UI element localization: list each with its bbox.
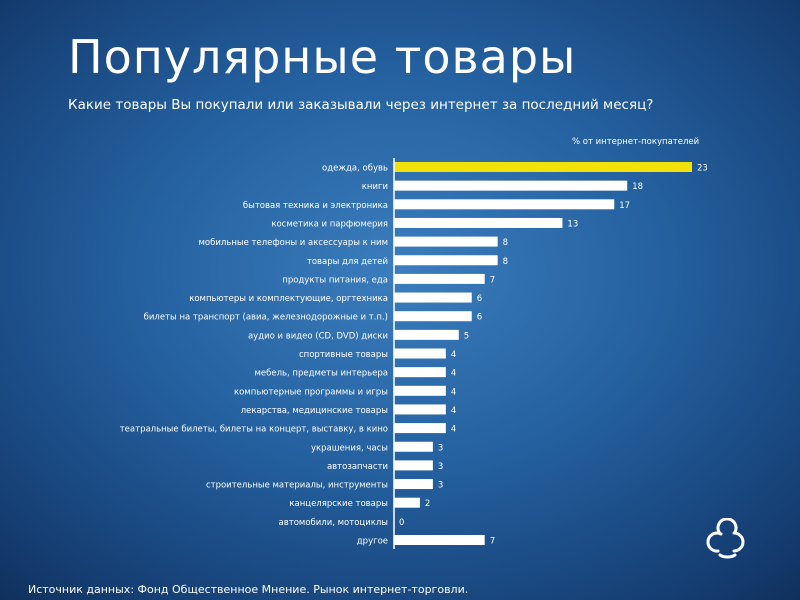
- bar: [394, 236, 498, 247]
- bar: [394, 404, 446, 415]
- category-label: компьютерные программы и игры: [234, 387, 388, 397]
- bar: [394, 441, 433, 452]
- bar: [394, 255, 498, 266]
- value-label: 3: [438, 462, 443, 472]
- category-label: мобильные телефоны и аксессуары к ним: [199, 238, 389, 248]
- bar: [394, 460, 433, 471]
- bar: [394, 479, 433, 490]
- value-label: 4: [451, 425, 456, 435]
- bar: [394, 292, 472, 303]
- category-label: автомобили, мотоциклы: [279, 518, 388, 528]
- bar: [394, 329, 459, 340]
- value-label: 7: [490, 537, 495, 547]
- category-label: аудио и видео (CD, DVD) диски: [248, 331, 388, 341]
- category-label: бытовая техника и электроника: [243, 201, 388, 211]
- category-label: украшения, часы: [311, 443, 388, 453]
- value-label: 23: [697, 164, 708, 174]
- bar: [394, 180, 628, 191]
- value-label: 2: [425, 499, 430, 509]
- value-label: 6: [477, 313, 482, 323]
- category-label: книги: [362, 182, 388, 192]
- cloud-logo-icon: [704, 517, 750, 564]
- category-label: продукты питания, еда: [282, 275, 388, 285]
- chart-subtitle: Какие товары Вы покупали или заказывали …: [68, 97, 654, 113]
- bar: [394, 367, 446, 378]
- category-label: билеты на транспорт (авиа, железнодорожн…: [144, 313, 388, 323]
- bar: [394, 162, 692, 172]
- value-label: 8: [503, 238, 508, 248]
- page-title: Популярные товары: [68, 30, 577, 84]
- category-label: автозапчасти: [327, 462, 388, 472]
- value-label: 4: [451, 406, 456, 416]
- bar: [394, 311, 472, 322]
- value-label: 4: [451, 350, 456, 360]
- value-label: 8: [503, 257, 508, 267]
- bar: [394, 199, 615, 210]
- bar: [394, 273, 485, 284]
- value-label: 7: [490, 275, 495, 285]
- value-label: 4: [451, 387, 456, 397]
- source-note: Источник данных: Фонд Общественное Мнени…: [28, 583, 469, 596]
- value-label: 18: [632, 182, 643, 192]
- category-label: строительные материалы, инструменты: [206, 481, 388, 491]
- unit-label: % от интернет-покупателей: [572, 137, 700, 147]
- category-label: мебель, предметы интерьера: [254, 369, 388, 379]
- bar: [394, 348, 446, 359]
- value-label: 5: [464, 331, 469, 341]
- value-label: 4: [451, 369, 456, 379]
- bar: [394, 497, 420, 508]
- value-label: 3: [438, 443, 443, 453]
- category-label: лекарства, медицинские товары: [241, 406, 388, 416]
- bar: [394, 423, 446, 434]
- value-label: 0: [399, 518, 404, 528]
- value-label: 17: [619, 201, 630, 211]
- category-label: театральные билеты, билеты на концерт, в…: [120, 425, 388, 435]
- category-label: одежда, обувь: [322, 164, 388, 174]
- value-label: 6: [477, 294, 482, 304]
- value-label: 13: [567, 219, 578, 229]
- category-label: косметика и парфюмерия: [271, 219, 388, 229]
- bar: [394, 385, 446, 396]
- value-label: 3: [438, 481, 443, 491]
- category-label: компьютеры и комплектующие, оргтехника: [189, 294, 388, 304]
- bar: [394, 217, 563, 228]
- bar: [394, 535, 485, 545]
- category-label: товары для детей: [307, 257, 388, 267]
- category-label: спортивные товары: [299, 350, 388, 360]
- category-label: канцелярские товары: [289, 499, 388, 509]
- category-label: другое: [357, 537, 388, 547]
